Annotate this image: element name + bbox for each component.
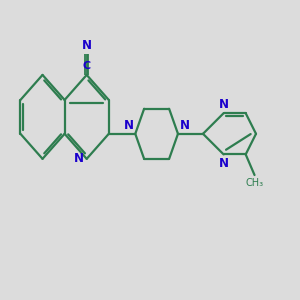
Text: N: N <box>74 152 84 165</box>
Text: N: N <box>219 98 229 111</box>
Text: N: N <box>219 157 229 170</box>
Text: N: N <box>124 119 134 132</box>
Text: CH₃: CH₃ <box>245 178 264 188</box>
Text: C: C <box>82 61 91 71</box>
Text: N: N <box>82 39 92 52</box>
Text: N: N <box>179 119 189 132</box>
